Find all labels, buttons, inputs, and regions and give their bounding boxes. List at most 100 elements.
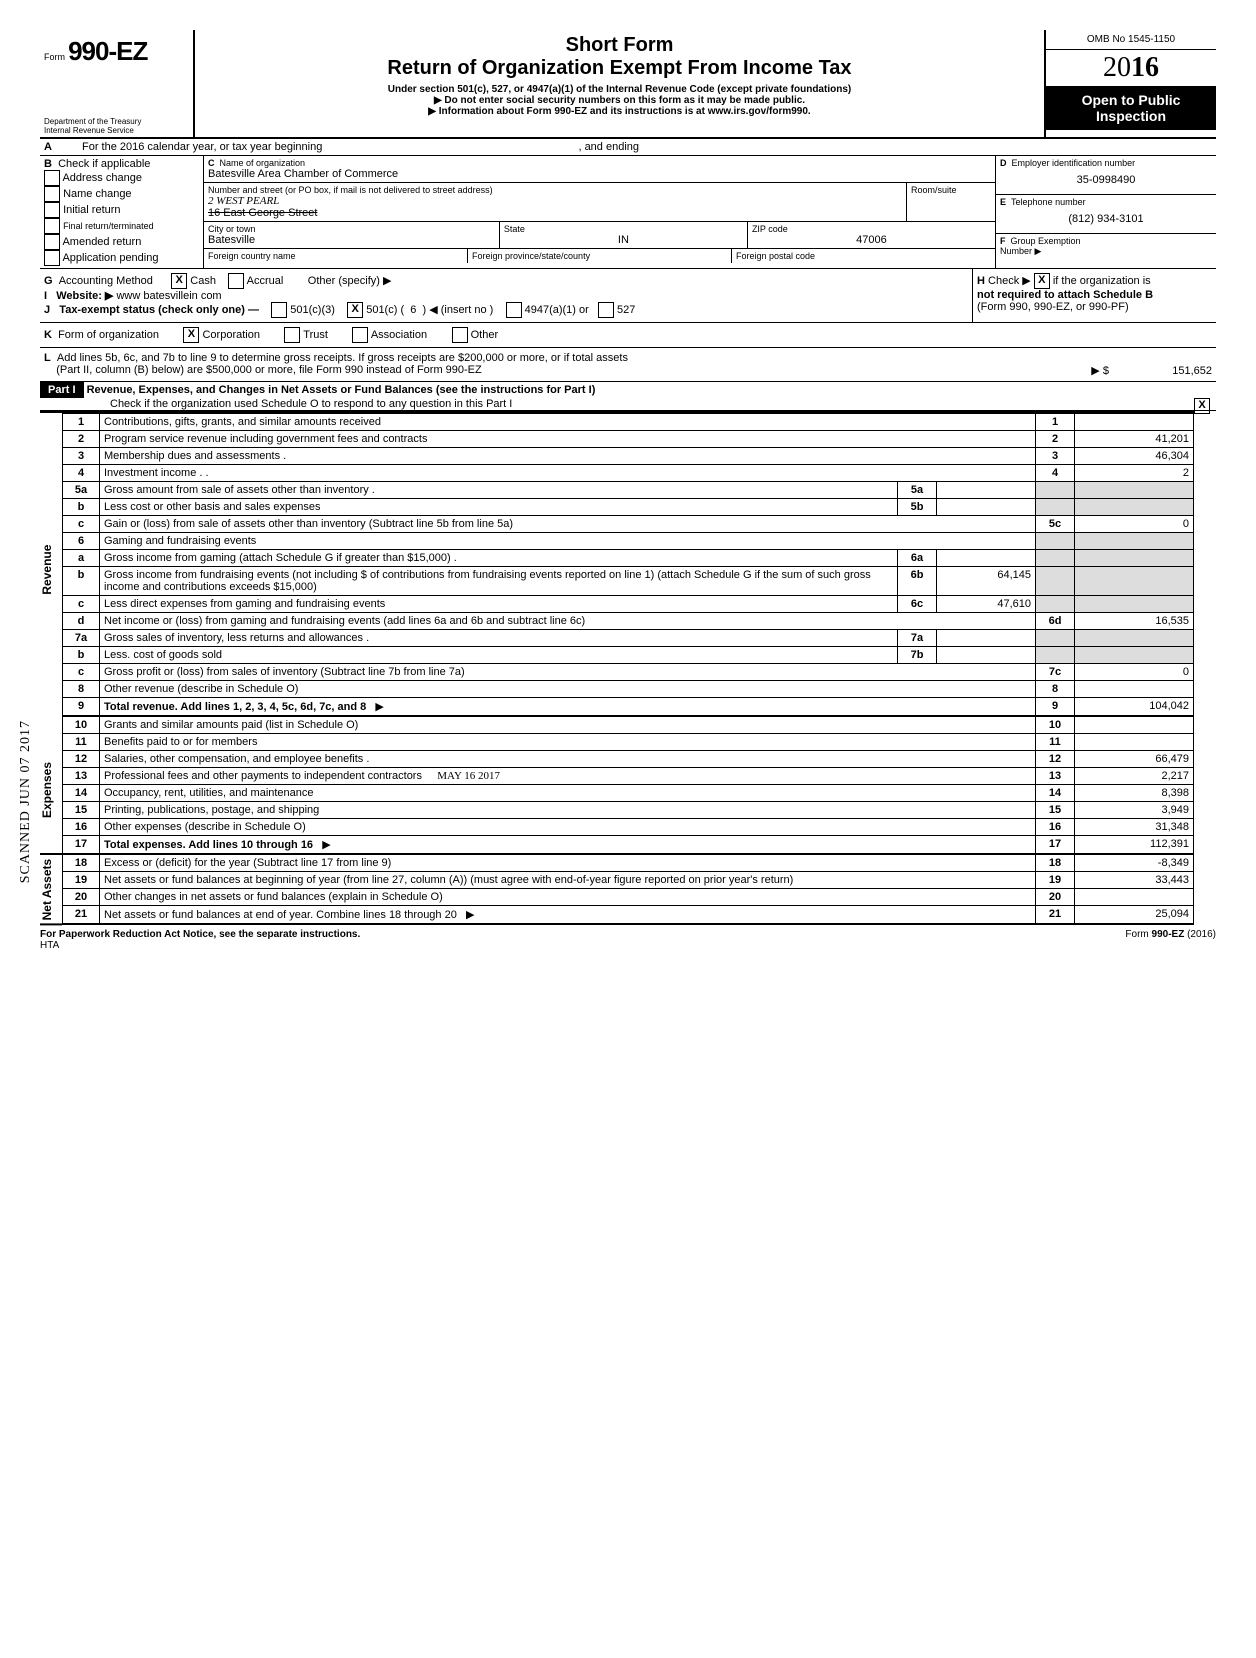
label-group-number: Number ▶ <box>1000 246 1212 257</box>
cb-501c3[interactable] <box>271 302 287 318</box>
org-name: Batesville Area Chamber of Commerce <box>208 168 991 180</box>
opt-other-org: Other <box>471 329 499 341</box>
part-i-title: Revenue, Expenses, and Changes in Net As… <box>87 384 596 396</box>
label-phone: Telephone number <box>1011 197 1086 207</box>
opt-other-accounting: Other (specify) ▶ <box>308 275 392 287</box>
opt-association: Association <box>371 329 427 341</box>
label-form-org: Form of organization <box>58 329 159 341</box>
cb-501c[interactable]: X <box>347 302 363 318</box>
opt-501c-suffix: ) ◀ (insert no ) <box>422 304 493 316</box>
title-short-form: Short Form <box>205 34 1034 57</box>
h-line2: not required to attach Schedule B <box>977 289 1153 301</box>
label-city: City or town <box>208 224 495 234</box>
l-arrow: ▶ $ <box>1091 365 1109 377</box>
cb-527[interactable] <box>598 302 614 318</box>
form-prefix: Form <box>44 52 65 62</box>
cb-schedule-b[interactable]: X <box>1034 273 1050 289</box>
side-expenses: Expenses <box>40 726 62 855</box>
note-ssn: Do not enter social security numbers on … <box>444 95 805 106</box>
opt-cash: Cash <box>190 275 216 287</box>
opt-accrual: Accrual <box>247 275 284 287</box>
label-foreign-prov: Foreign province/state/county <box>468 249 732 263</box>
line-a-ending: , and ending <box>578 141 639 153</box>
opt-initial-return: Initial return <box>63 204 120 216</box>
label-foreign-postal: Foreign postal code <box>732 249 995 263</box>
opt-address-change: Address change <box>62 172 142 184</box>
label-address: Number and street (or PO box, if mail is… <box>208 185 902 195</box>
cb-accrual[interactable] <box>228 273 244 289</box>
label-foreign-country: Foreign country name <box>204 249 468 263</box>
label-group-exemption: Group Exemption <box>1011 236 1081 246</box>
side-revenue: Revenue <box>40 413 62 726</box>
check-if-applicable: Check if applicable <box>58 158 150 170</box>
cb-4947[interactable] <box>506 302 522 318</box>
line-l-text: Add lines 5b, 6c, and 7b to line 9 to de… <box>57 352 628 364</box>
cb-cash[interactable]: X <box>171 273 187 289</box>
ein-value: 35-0998490 <box>1000 168 1212 192</box>
open-public-2: Inspection <box>1050 108 1212 124</box>
label-accounting: Accounting Method <box>59 275 153 287</box>
received-stamp: MAY 16 2017 <box>437 770 500 782</box>
opt-527: 527 <box>617 304 635 316</box>
city: Batesville <box>208 234 495 246</box>
footer-paperwork: For Paperwork Reduction Act Notice, see … <box>40 929 360 940</box>
cb-address-change[interactable] <box>44 170 60 186</box>
cb-association[interactable] <box>352 327 368 343</box>
opt-app-pending: Application pending <box>62 252 158 264</box>
opt-trust: Trust <box>303 329 328 341</box>
opt-name-change: Name change <box>63 188 132 200</box>
address-struck: 16 East George Street <box>208 207 902 219</box>
cb-final-return[interactable] <box>44 218 60 234</box>
cb-schedule-o[interactable]: X <box>1194 398 1210 414</box>
cb-corporation[interactable]: X <box>183 327 199 343</box>
address-handwritten: 2 WEST PEARL <box>208 195 902 207</box>
opt-amended-return: Amended return <box>62 236 141 248</box>
h-line1b: if the organization is <box>1053 275 1151 287</box>
opt-501c: 501(c) ( <box>366 304 404 316</box>
opt-final-return: Final return/terminated <box>63 221 154 231</box>
omb-number: OMB No 1545-1150 <box>1046 30 1216 50</box>
form-number: 990-EZ <box>68 36 147 66</box>
label-zip: ZIP code <box>752 224 991 234</box>
side-net-assets: Net Assets <box>40 855 62 925</box>
line-l-text2: (Part II, column (B) below) are $500,000… <box>56 364 482 376</box>
state: IN <box>504 234 743 246</box>
website-value: www batesvillein com <box>116 290 221 302</box>
note-info: Information about Form 990-EZ and its in… <box>439 106 811 117</box>
part-i-check-text: Check if the organization used Schedule … <box>40 398 512 410</box>
zip: 47006 <box>752 234 991 246</box>
501c-number: 6 <box>410 304 416 316</box>
line-a-text: For the 2016 calendar year, or tax year … <box>82 141 322 153</box>
label-room: Room/suite <box>907 183 995 221</box>
cb-initial-return[interactable] <box>44 202 60 218</box>
cb-amended-return[interactable] <box>44 234 60 250</box>
lines-table: 1Contributions, gifts, grants, and simil… <box>63 413 1194 925</box>
form-header: Form 990-EZ Department of the Treasury I… <box>40 30 1216 139</box>
dept2: Internal Revenue Service <box>44 126 189 135</box>
dept1: Department of the Treasury <box>44 117 189 126</box>
title-return: Return of Organization Exempt From Incom… <box>205 57 1034 80</box>
footer-form-ref: Form 990-EZ (2016) <box>1125 929 1216 951</box>
label-ein: Employer identification number <box>1012 158 1136 168</box>
opt-corporation: Corporation <box>202 329 259 341</box>
cb-other-org[interactable] <box>452 327 468 343</box>
tax-year: 2016 <box>1046 50 1216 86</box>
part-i-label: Part I <box>40 382 84 398</box>
open-public-1: Open to Public <box>1050 92 1212 108</box>
cb-trust[interactable] <box>284 327 300 343</box>
label-website: Website: ▶ <box>56 290 113 302</box>
scanned-stamp: SCANNED JUN 07 2017 <box>18 720 34 883</box>
cb-name-change[interactable] <box>44 186 60 202</box>
label-state: State <box>504 224 743 234</box>
gross-receipts: 151,652 <box>1112 365 1212 377</box>
h-line3: (Form 990, 990-EZ, or 990-PF) <box>977 301 1212 313</box>
footer-hta: HTA <box>40 940 59 951</box>
opt-4947: 4947(a)(1) or <box>525 304 589 316</box>
label-tax-exempt: Tax-exempt status (check only one) — <box>59 304 259 316</box>
label-a: A <box>40 139 78 155</box>
h-check: Check ▶ <box>988 275 1031 287</box>
phone-value: (812) 934-3101 <box>1000 207 1212 231</box>
label-org-name: Name of organization <box>220 158 306 168</box>
opt-501c3: 501(c)(3) <box>290 304 335 316</box>
cb-app-pending[interactable] <box>44 250 60 266</box>
